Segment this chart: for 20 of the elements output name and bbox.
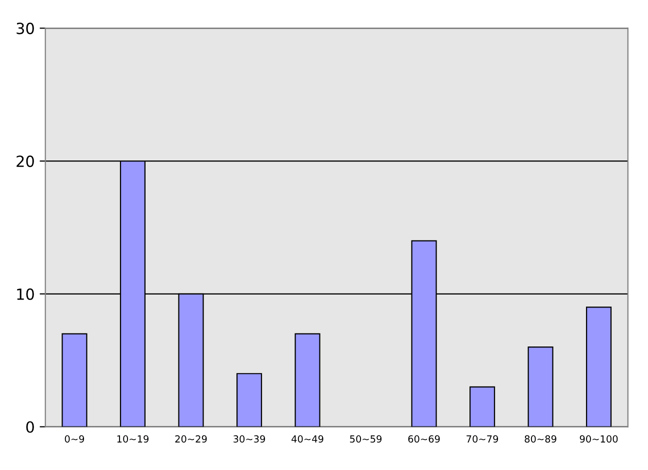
bar: [236, 373, 262, 427]
y-tick-label: 20: [16, 156, 34, 168]
x-tick-label: 40~49: [292, 435, 324, 443]
x-tick-label: 20~29: [175, 435, 207, 443]
x-tick-label: 50~59: [350, 435, 382, 443]
y-tick-label: 10: [17, 288, 34, 300]
x-tick-label: 0~9: [64, 435, 84, 443]
x-tick-label: 70~79: [466, 435, 498, 443]
x-tick-label: 90~100: [580, 435, 618, 443]
x-tick-label: 10~19: [117, 435, 149, 443]
y-tick-label: 0: [26, 421, 34, 433]
x-tick-label: 30~39: [234, 435, 266, 443]
bar: [62, 333, 88, 427]
bar: [469, 386, 496, 427]
y-tick-label: 30: [16, 22, 34, 34]
bar: [528, 346, 554, 427]
x-tick-label: 80~89: [524, 435, 556, 443]
bar: [294, 333, 320, 427]
bar: [586, 306, 612, 427]
x-tick-label: 60~69: [408, 435, 440, 443]
